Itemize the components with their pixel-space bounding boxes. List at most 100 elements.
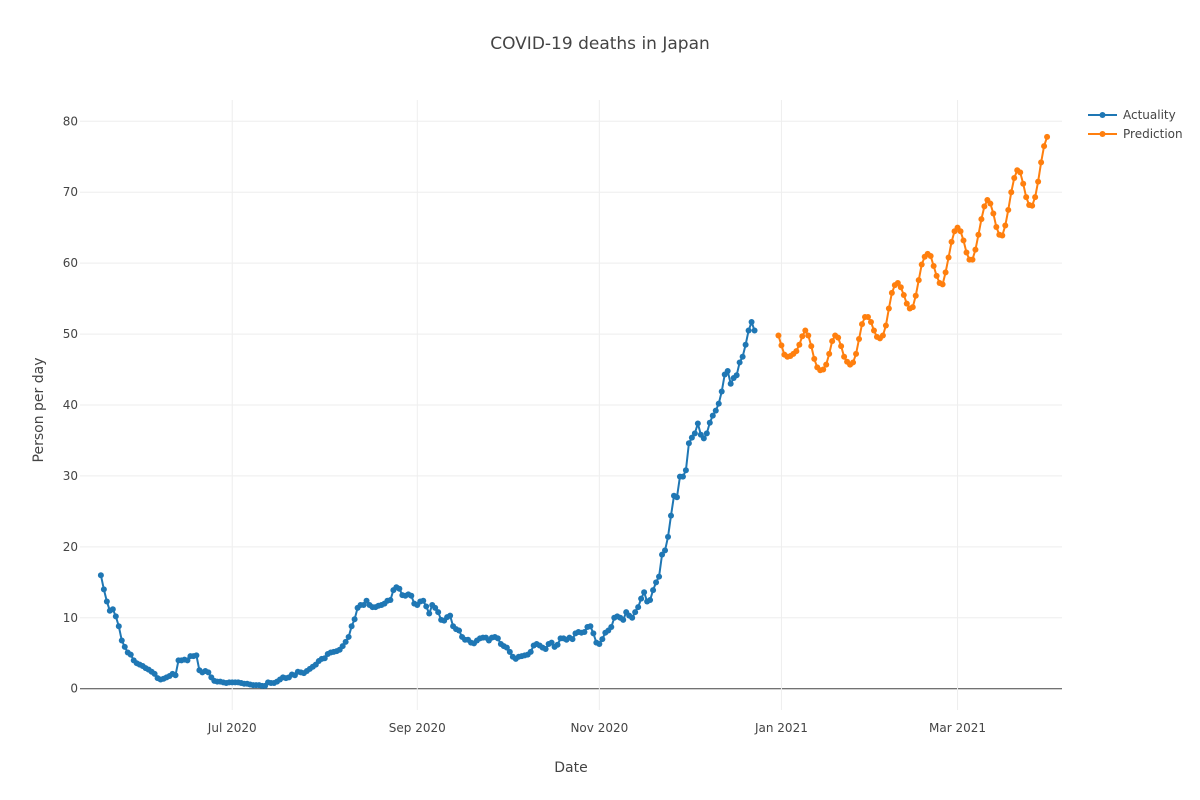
x-tick-label: Jan 2021	[754, 721, 808, 735]
data-point	[969, 256, 976, 263]
data-point	[321, 655, 328, 662]
y-tick-label: 70	[63, 185, 78, 199]
data-point	[903, 300, 910, 307]
data-point	[503, 644, 510, 651]
y-tick-label: 30	[63, 469, 78, 483]
data-point	[850, 359, 857, 366]
data-point	[879, 332, 886, 339]
data-point	[775, 332, 782, 339]
data-point	[993, 223, 1000, 230]
data-point	[709, 412, 716, 419]
data-point	[151, 670, 158, 677]
data-point	[727, 380, 734, 387]
data-series	[97, 133, 1051, 689]
data-point	[826, 350, 833, 357]
data-point	[715, 400, 722, 407]
data-point	[647, 597, 654, 604]
data-point	[703, 430, 710, 437]
data-point	[494, 635, 501, 642]
data-point	[342, 638, 349, 645]
data-point	[688, 434, 695, 441]
data-point	[1032, 194, 1039, 201]
data-point	[554, 641, 561, 648]
data-point	[667, 512, 674, 519]
data-point	[205, 669, 212, 676]
data-point	[656, 573, 663, 580]
data-point	[682, 467, 689, 474]
legend-marker	[1099, 112, 1106, 118]
data-point	[912, 292, 919, 299]
data-point	[665, 533, 672, 540]
legend-item-actuality[interactable]: Actuality	[1088, 108, 1176, 122]
legend[interactable]: Actuality Prediction	[1088, 108, 1183, 141]
data-point	[1020, 180, 1027, 187]
data-point	[109, 606, 116, 613]
data-point	[942, 269, 949, 276]
data-point	[999, 232, 1006, 239]
data-point	[706, 419, 713, 426]
data-point	[569, 636, 576, 643]
data-point	[694, 420, 701, 427]
data-point	[127, 651, 134, 658]
data-point	[748, 319, 755, 326]
data-point	[691, 430, 698, 437]
data-point	[864, 314, 871, 321]
data-point	[724, 367, 731, 374]
legend-label: Prediction	[1123, 127, 1183, 141]
data-point	[894, 280, 901, 286]
data-point	[867, 319, 874, 326]
series-line	[99, 321, 756, 687]
data-point	[184, 657, 191, 664]
data-point	[856, 336, 863, 343]
data-point	[972, 246, 979, 253]
data-point	[778, 342, 785, 349]
data-point	[641, 589, 648, 596]
data-point	[653, 579, 660, 586]
data-point	[587, 623, 594, 630]
x-tick-label: Jul 2020	[207, 721, 257, 735]
data-point	[829, 338, 836, 345]
data-point	[930, 262, 937, 269]
data-point	[596, 641, 603, 648]
x-tick-label: Mar 2021	[929, 721, 986, 735]
data-point	[745, 327, 752, 334]
data-point	[590, 630, 597, 637]
data-point	[960, 237, 967, 244]
legend-item-prediction[interactable]: Prediction	[1088, 127, 1183, 141]
data-point	[679, 473, 686, 480]
data-point	[599, 636, 606, 643]
data-point	[632, 609, 639, 616]
data-point	[751, 327, 758, 334]
data-point	[408, 592, 415, 599]
data-point	[927, 253, 934, 260]
data-point	[975, 231, 982, 238]
data-point	[799, 333, 806, 340]
data-point	[739, 353, 746, 360]
data-point	[542, 646, 549, 652]
y-tick-label: 0	[70, 682, 78, 696]
data-point	[918, 261, 925, 268]
data-point	[915, 277, 922, 284]
data-point	[506, 648, 513, 655]
data-point	[823, 361, 830, 368]
data-point	[121, 643, 128, 650]
data-point	[897, 284, 904, 291]
data-point	[990, 210, 997, 217]
data-point	[987, 200, 994, 207]
data-point	[1035, 178, 1042, 185]
data-point	[796, 341, 803, 348]
data-point	[853, 350, 860, 357]
chart-title: COVID-19 deaths in Japan	[490, 34, 710, 54]
y-tick-label: 50	[63, 327, 78, 341]
data-point	[420, 597, 427, 604]
data-point	[981, 203, 988, 210]
data-point	[712, 407, 719, 414]
grid-lines	[80, 100, 1062, 710]
data-point	[426, 610, 433, 617]
data-point	[432, 604, 439, 611]
data-point	[793, 348, 800, 355]
data-point	[841, 353, 848, 360]
data-point	[1029, 202, 1036, 209]
data-point	[700, 435, 707, 442]
